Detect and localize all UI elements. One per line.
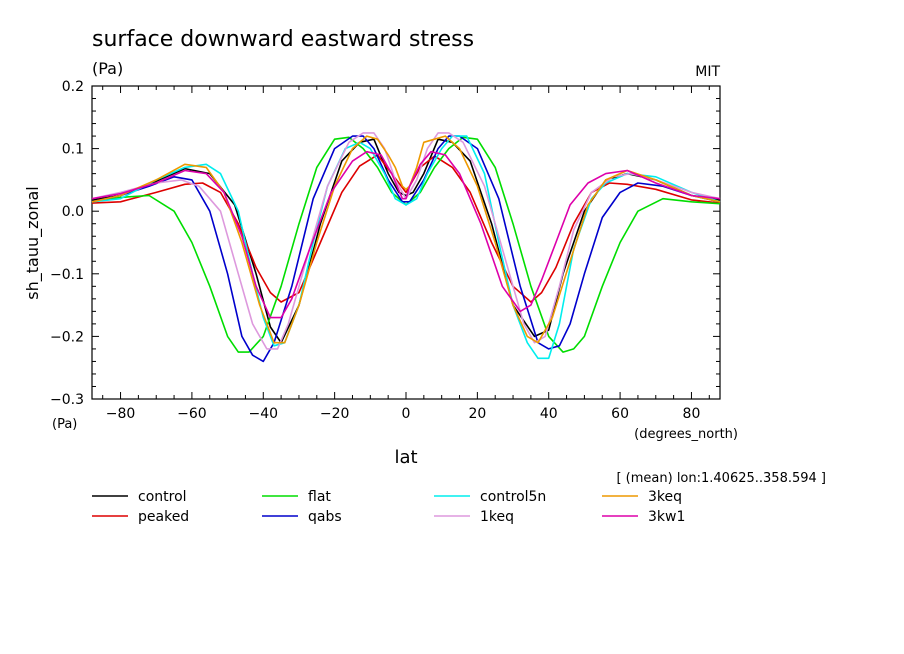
top-units-label: (Pa) bbox=[92, 59, 123, 78]
chart-title: surface downward eastward stress bbox=[92, 27, 474, 52]
x-tick-label: 0 bbox=[402, 406, 411, 422]
series-line-peaked bbox=[91, 154, 721, 303]
x-tick-label: 80 bbox=[683, 406, 701, 422]
series-line-3keq bbox=[91, 135, 721, 344]
y-tick-label: −0.2 bbox=[50, 329, 84, 345]
legend-label-peaked: peaked bbox=[138, 509, 189, 525]
x-units-label: (degrees_north) bbox=[634, 427, 738, 442]
legend-label-3kw1: 3kw1 bbox=[648, 509, 685, 525]
legend-label-flat: flat bbox=[308, 489, 331, 505]
x-tick-label: −80 bbox=[106, 406, 136, 422]
series-line-control bbox=[91, 138, 721, 344]
source-label: MIT bbox=[695, 64, 720, 80]
y-tick-label: 0.2 bbox=[62, 79, 84, 95]
ticks: −80 −60 −40 −20 0 20 40 60 80 −0.3 −0.2 −0.1 0.0 0.1 0… bbox=[50, 79, 720, 422]
bottom-units-label: (Pa) bbox=[52, 417, 77, 432]
legend-label-control: control bbox=[138, 489, 187, 505]
x-tick-label: −20 bbox=[320, 406, 350, 422]
y-tick-label: 0.1 bbox=[62, 142, 84, 158]
mean-note: [ (mean) lon:1.40625..358.594 ] bbox=[616, 471, 826, 486]
y-tick-label: −0.1 bbox=[50, 267, 84, 283]
x-tick-label: −60 bbox=[177, 406, 207, 422]
series-line-control5n bbox=[91, 135, 721, 360]
axes bbox=[91, 85, 721, 400]
y-tick-label: 0.0 bbox=[62, 204, 84, 220]
series-line-3kw1 bbox=[91, 150, 721, 319]
series-line-qabs bbox=[91, 135, 721, 363]
series-layer bbox=[91, 132, 721, 363]
y-axis-label: sh_tauu_zonal bbox=[23, 186, 43, 299]
x-tick-label: 40 bbox=[540, 406, 558, 422]
plot-frame bbox=[91, 85, 721, 400]
x-axis-label: lat bbox=[394, 447, 417, 468]
legend-label-3keq: 3keq bbox=[648, 489, 682, 505]
legend-label-qabs: qabs bbox=[308, 509, 342, 525]
x-tick-label: −40 bbox=[248, 406, 278, 422]
legend-label-1keq: 1keq bbox=[480, 509, 514, 525]
legend: control peaked flat qabs control5n 1keq 3keq 3k… bbox=[92, 489, 685, 525]
y-tick-label: −0.3 bbox=[50, 392, 84, 408]
x-tick-label: 20 bbox=[468, 406, 486, 422]
legend-label-control5n: control5n bbox=[480, 489, 546, 505]
x-tick-label: 60 bbox=[611, 406, 629, 422]
